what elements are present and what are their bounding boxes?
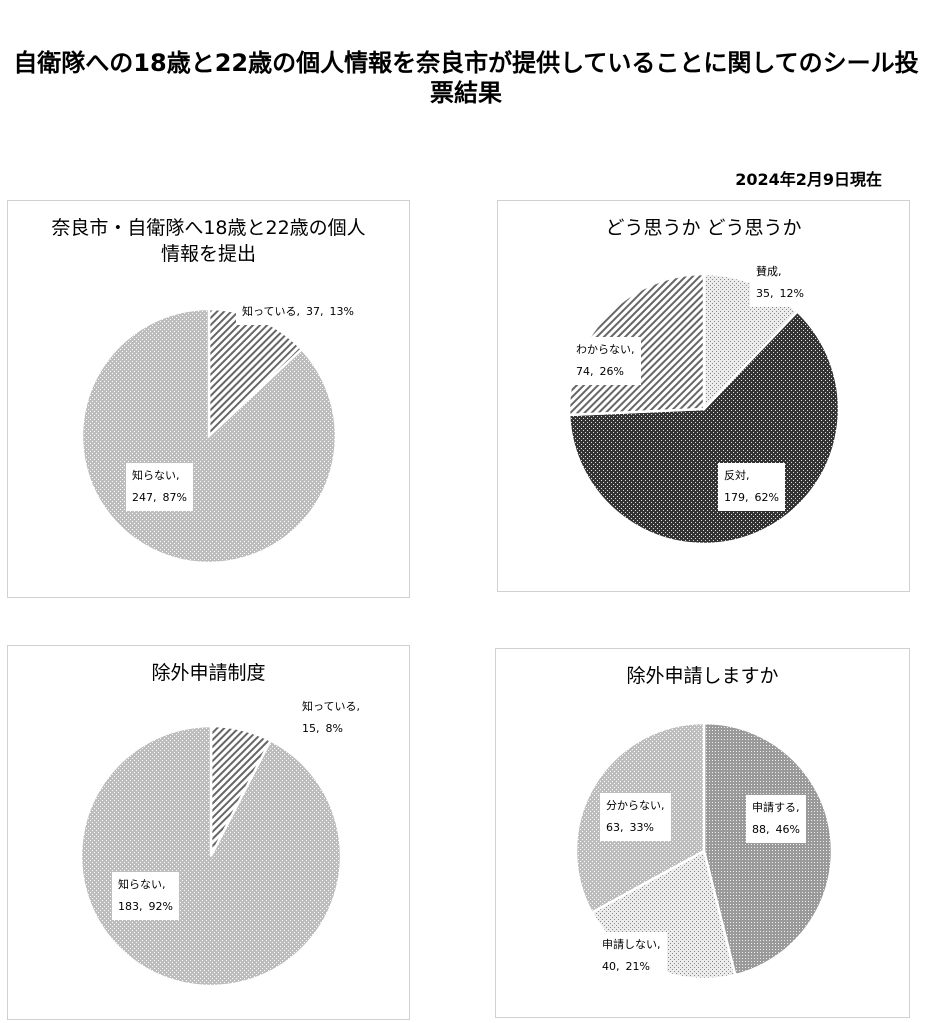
chart-panel: どう思うか どう思うか賛成, 35, 12% 反対, 179, 62% わからない, 74, 2…: [497, 200, 910, 592]
value-label: 74,: [576, 365, 594, 378]
pie-chart: [574, 721, 834, 981]
chart-title: どう思うか どう思うか: [605, 217, 802, 239]
percent-label: 12%: [779, 287, 804, 300]
chart-panel: 奈良市・自衛隊へ18歳と22歳の個人情報を提出知っている, 37, 13% 知らない,…: [7, 200, 410, 598]
data-label: 賛成, 35, 12%: [750, 259, 810, 307]
percent-label: 87%: [162, 491, 187, 504]
label-line: 申請しない,: [602, 934, 661, 956]
percent-label: 46%: [775, 823, 800, 836]
data-label: 反対, 179, 62%: [718, 463, 785, 511]
data-label: 知っている, 15, 8%: [296, 694, 366, 742]
data-label: 知らない, 247, 87%: [126, 463, 193, 511]
value-label: 15,: [302, 722, 320, 735]
percent-label: 13%: [329, 305, 354, 318]
percent-label: 8%: [325, 722, 343, 735]
label-line: わからない,: [576, 339, 635, 361]
chart-title: 除外申請制度: [151, 662, 266, 684]
category-label: 知らない,: [132, 469, 180, 482]
value-label: 37,: [305, 305, 324, 318]
value-label: 183,: [118, 900, 143, 913]
percent-label: 92%: [148, 900, 173, 913]
data-label: 申請しない, 40, 21%: [596, 932, 667, 980]
label-line: 74, 26%: [576, 361, 635, 383]
category-label: 知っている,: [302, 700, 360, 713]
label-line: 知らない,: [132, 465, 187, 487]
label-line: 40, 21%: [602, 956, 661, 978]
category-label: 知っている,: [242, 305, 300, 318]
label-line: 63, 33%: [606, 817, 665, 839]
date: 2024年2月9日現在: [735, 170, 882, 189]
percent-label: 62%: [754, 491, 779, 504]
label-line: 179, 62%: [724, 487, 779, 509]
value-label: 88,: [752, 823, 770, 836]
data-label: 知っている, 37, 13%: [236, 299, 360, 325]
label-line: 247, 87%: [132, 487, 187, 509]
label-line: 知らない,: [118, 874, 173, 896]
label-line: 知っている,: [302, 696, 360, 718]
chart-panel: 除外申請制度知っている, 15, 8% 知らない, 183, 92%: [7, 645, 410, 1020]
label-line: 反対,: [724, 465, 779, 487]
label-line: 賛成,: [756, 261, 804, 283]
label-line: 88, 46%: [752, 819, 800, 841]
category-label: 反対,: [724, 469, 750, 482]
category-label: 知らない,: [118, 878, 166, 891]
value-label: 63,: [606, 821, 624, 834]
percent-label: 33%: [629, 821, 654, 834]
label-line: 分からない,: [606, 795, 665, 817]
category-label: 分からない,: [606, 799, 665, 812]
value-label: 35,: [756, 287, 774, 300]
label-line: 15, 8%: [302, 718, 360, 740]
value-label: 40,: [602, 960, 620, 973]
data-label: 知らない, 183, 92%: [112, 872, 179, 920]
label-line: 183, 92%: [118, 896, 173, 918]
pie-slice: [702, 721, 834, 977]
label-line: 知っている, 37, 13%: [242, 301, 354, 323]
chart-title: 除外申請しますか: [626, 665, 779, 687]
category-label: 賛成,: [756, 265, 782, 278]
category-label: 申請する,: [752, 801, 800, 814]
percent-label: 26%: [599, 365, 624, 378]
data-label: 分からない, 63, 33%: [600, 793, 671, 841]
data-label: わからない, 74, 26%: [570, 337, 641, 385]
percent-label: 21%: [625, 960, 650, 973]
chart-panel: 除外申請しますか申請する, 88, 46% 申請しない, 40, 21% 分からない, 63,…: [495, 648, 910, 1018]
category-label: 申請しない,: [602, 938, 661, 951]
label-line: 申請する,: [752, 797, 800, 819]
chart-title: 奈良市・自衛隊へ18歳と22歳の個人情報を提出: [51, 217, 366, 265]
pie-chart: [567, 272, 841, 546]
label-line: 35, 12%: [756, 283, 804, 305]
value-label: 179,: [724, 491, 749, 504]
page-title: 自衛隊への18歳と22歳の個人情報を奈良市が提供していることに関してのシール投票…: [13, 49, 919, 107]
category-label: わからない,: [576, 343, 635, 356]
value-label: 247,: [132, 491, 157, 504]
data-label: 申請する, 88, 46%: [746, 795, 806, 843]
pie-chart: [79, 724, 343, 988]
pie-slice: [79, 724, 343, 988]
